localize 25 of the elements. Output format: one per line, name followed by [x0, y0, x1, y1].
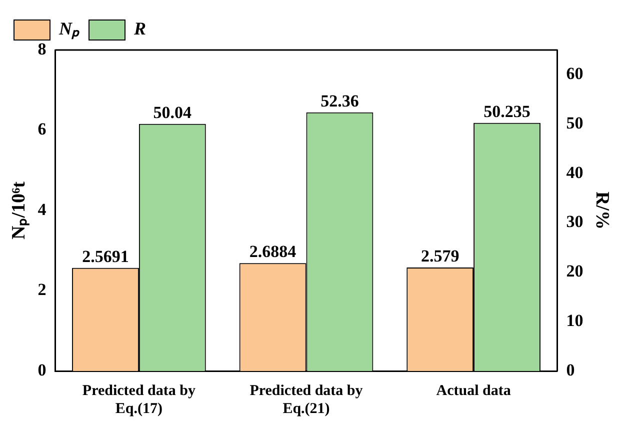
y2-tick-label: 20	[566, 262, 584, 281]
y2-tick-label: 30	[566, 212, 584, 232]
y-tick-label: 0	[38, 360, 46, 380]
y-tick-label: 8	[38, 39, 46, 58]
y-axis-title: Nₚ/10⁶t	[8, 180, 30, 240]
y2-tick-label: 50	[566, 113, 584, 132]
y-tick-label: 2	[38, 280, 46, 300]
y2-tick-label: 0	[566, 360, 575, 380]
data-label: 50.04	[153, 102, 192, 122]
data-label: 2.579	[420, 246, 460, 266]
data-label: 2.5691	[82, 246, 129, 266]
data-label: 2.6884	[249, 242, 297, 262]
data-label: 50.235	[484, 102, 530, 121]
legend-label: Nₚ	[58, 18, 80, 40]
y2-axis-title: R/%	[592, 192, 613, 230]
y2-tick-label: 40	[566, 162, 584, 182]
x-tick-label: Actual data	[436, 382, 512, 399]
legend-label: R	[133, 18, 146, 39]
data-label: 52.36	[320, 91, 359, 110]
x-tick-label: Predicted data by Eq.(17)	[82, 382, 196, 417]
y-tick-label: 4	[38, 200, 47, 219]
y2-tick-label: 10	[566, 311, 584, 330]
x-tick-label: Predicted data by Eq.(21)	[250, 382, 364, 417]
y2-tick-label: 60	[566, 64, 584, 84]
y-tick-label: 6	[38, 120, 46, 139]
